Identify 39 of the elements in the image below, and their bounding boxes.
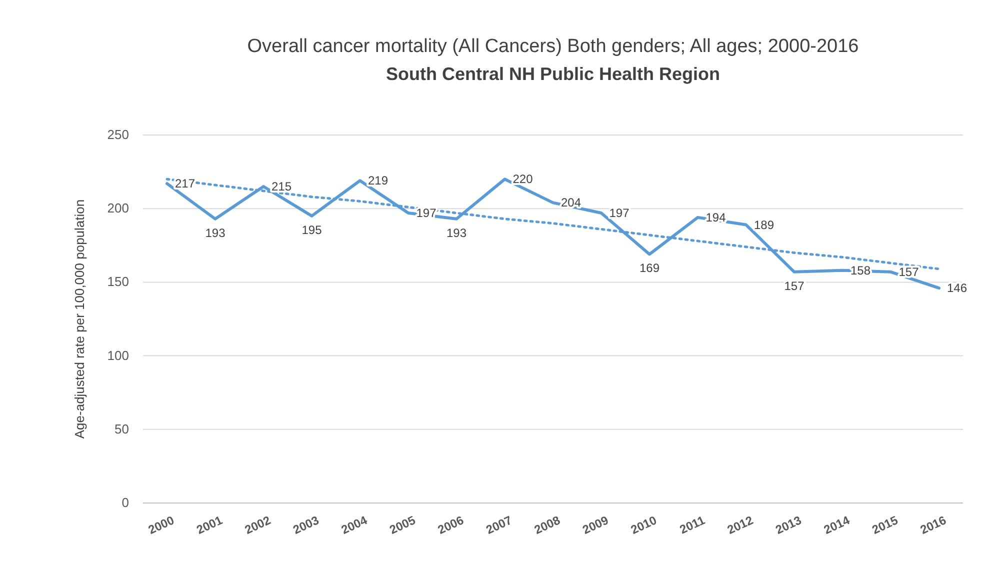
x-tick-label: 2007 (484, 512, 514, 538)
data-label: 157 (898, 264, 920, 279)
data-label: 219 (368, 174, 388, 188)
data-label: 146 (947, 281, 968, 296)
x-tick-label: 2014 (822, 512, 852, 538)
x-tick-label: 2006 (436, 512, 466, 538)
data-label: 197 (609, 206, 630, 220)
chart-subtitle: South Central NH Public Health Region (386, 64, 720, 84)
x-tick-label: 2001 (194, 512, 225, 538)
x-tick-label: 2009 (580, 512, 611, 538)
x-tick-label: 2016 (918, 512, 949, 538)
x-tick-label: 2003 (290, 512, 322, 538)
data-label: 195 (302, 222, 322, 237)
x-tick-label: 2011 (677, 512, 708, 537)
x-tick-label: 2004 (339, 512, 370, 538)
y-tick-label: 250 (107, 127, 129, 142)
x-tick-label: 2008 (532, 512, 563, 538)
y-tick-label: 100 (107, 348, 129, 363)
y-tick-label: 0 (122, 495, 129, 510)
data-label: 215 (272, 180, 292, 194)
data-label: 193 (446, 226, 467, 240)
x-tick-label: 2010 (628, 512, 660, 538)
data-label: 193 (205, 226, 226, 240)
y-axis-title: Age-adjusted rate per 100,000 population (72, 199, 87, 439)
x-tick-label: 2015 (870, 512, 900, 538)
y-tick-label: 150 (107, 274, 129, 290)
x-tick-label: 2005 (387, 512, 418, 538)
x-tick-label: 2000 (146, 512, 177, 538)
data-label: 189 (754, 218, 774, 232)
chart-title: Overall cancer mortality (All Cancers) Both genders; All ages; 2000-2016 (247, 36, 859, 57)
data-label: 220 (512, 172, 534, 186)
y-tick-label: 200 (107, 200, 129, 216)
x-tick-label: 2012 (725, 512, 756, 538)
y-tick-label: 50 (114, 421, 129, 436)
x-tick-label: 2002 (242, 512, 274, 538)
x-tick-label: 2013 (773, 512, 804, 538)
data-label: 157 (784, 278, 805, 293)
data-label: 169 (639, 261, 660, 276)
data-label: 158 (850, 263, 871, 278)
